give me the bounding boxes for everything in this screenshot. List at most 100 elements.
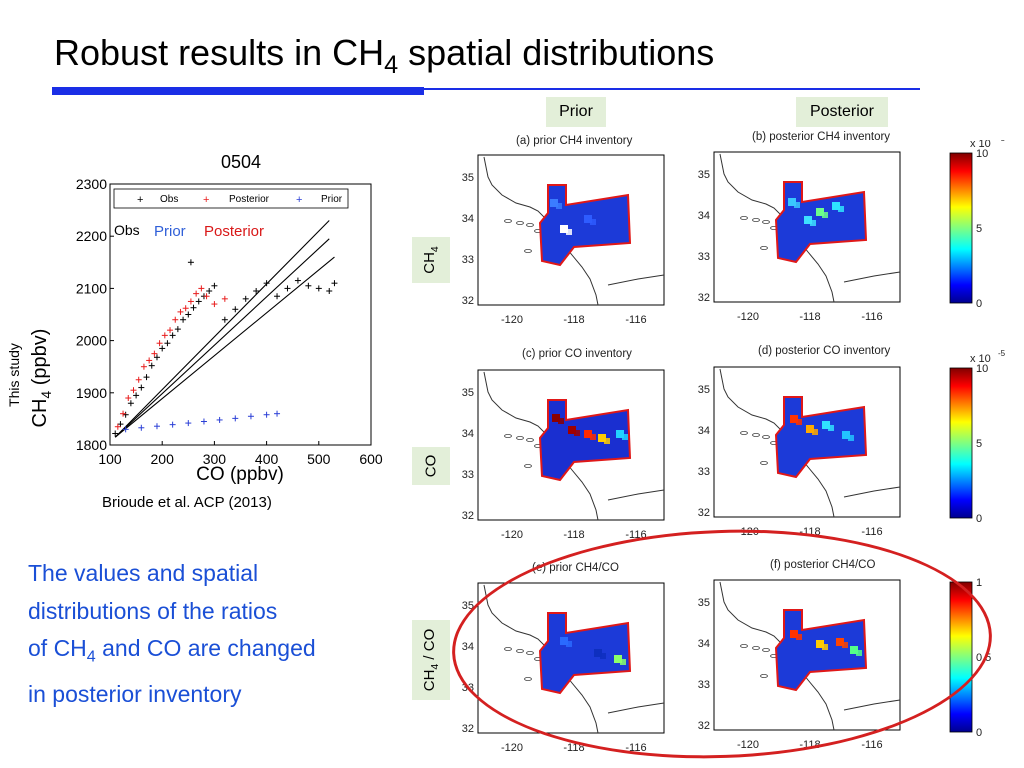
map-title-d: (d) posterior CO inventory	[758, 345, 891, 357]
point-posterior	[167, 327, 174, 334]
emission-hotspot	[794, 202, 800, 208]
state-border	[607, 489, 665, 501]
point-prior	[216, 416, 223, 423]
point-posterior	[130, 387, 137, 394]
state-border	[607, 702, 665, 714]
citation: Brioude et al. ACP (2013)	[102, 494, 272, 511]
island	[740, 216, 748, 221]
point-obs	[112, 430, 119, 437]
island	[752, 432, 760, 437]
legend-entry-prior: Prior	[321, 194, 343, 205]
map-y-tick-label: 32	[462, 723, 474, 735]
emission-hotspot	[790, 415, 798, 423]
y-tick-label: 2100	[76, 280, 107, 296]
colorbar-scale-label: x 10	[970, 140, 991, 150]
map-y-tick-label: 35	[698, 597, 710, 609]
map-panels: -120 -118 -116 35 34 33 32 -120 -118 -116 35 34 33 32…	[462, 140, 1006, 754]
row-label-ratio: CH4 / CO	[412, 620, 450, 700]
map-title-c: (c) prior CO inventory	[522, 348, 632, 360]
colorbar-tick-label: 1	[976, 577, 982, 589]
map-x-tick-label: -116	[861, 311, 882, 323]
map-x-tick-label: -120	[501, 529, 523, 541]
y-tick-label: 2000	[76, 333, 107, 349]
emission-hotspot	[822, 421, 830, 429]
point-posterior	[140, 363, 147, 370]
map-y-tick-label: 33	[698, 251, 710, 263]
map-y-tick-label: 35	[462, 387, 474, 399]
point-posterior	[135, 376, 142, 383]
colorbar-tick-label: 10	[976, 148, 988, 160]
point-obs	[232, 306, 239, 313]
scatter-chart: 0504 This study CH4 (ppbv) CO (ppbv) 100…	[6, 152, 383, 485]
point-posterior	[211, 301, 218, 308]
obs-fit-line	[114, 220, 330, 438]
emission-domain	[774, 609, 868, 692]
map-x-tick-label: -118	[799, 526, 820, 538]
emission-hotspot	[804, 216, 812, 224]
plot-frame	[109, 183, 372, 446]
map-title-f: (f) posterior CH4/CO	[770, 559, 876, 571]
point-obs	[305, 282, 312, 289]
emission-hotspot	[828, 425, 834, 431]
map-x-tick-label: -118	[799, 311, 820, 323]
map-y-tick-label: 35	[462, 600, 474, 612]
island	[762, 220, 770, 225]
point-posterior	[146, 357, 153, 364]
point-obs	[242, 295, 249, 302]
emission-hotspot	[848, 435, 854, 441]
legend-entry-obs: Obs	[160, 194, 178, 205]
emission-hotspot	[850, 646, 858, 654]
map-x-tick-label: -118	[563, 529, 584, 541]
map-panel-e: -120 -118 -116 35 34 33 32	[462, 582, 665, 754]
x-tick-label: 300	[203, 451, 227, 467]
island	[524, 463, 532, 468]
legend-marker-posterior: +	[203, 194, 209, 206]
point-posterior	[151, 350, 158, 357]
island	[524, 249, 532, 254]
emission-hotspot	[560, 225, 568, 233]
x-tick-label: 500	[307, 451, 331, 467]
inline-legend-obs: Obs	[114, 222, 140, 238]
map-y-tick-label: 34	[462, 641, 474, 653]
point-posterior	[182, 305, 189, 312]
map-y-tick-label: 33	[462, 682, 474, 694]
island	[762, 434, 770, 439]
colorbar-tick-label: 0	[976, 298, 982, 310]
emission-hotspot	[838, 206, 844, 212]
point-prior	[185, 420, 192, 427]
column-label-prior: Prior	[546, 97, 606, 127]
map-y-tick-label: 32	[462, 510, 474, 522]
axis-ticks: 100 200 300 400 500 600 1800 1900 2000 2100 2200 23…	[76, 176, 383, 467]
point-prior	[169, 421, 176, 428]
emission-hotspot	[550, 199, 558, 207]
point-obs	[122, 411, 129, 418]
map-y-tick-label: 34	[698, 638, 710, 650]
obs-fit-line	[114, 238, 330, 438]
x-tick-label: 600	[359, 451, 383, 467]
map-title-a: (a) prior CH4 inventory	[516, 135, 633, 147]
emission-hotspot	[616, 430, 624, 438]
map-y-tick-label: 32	[698, 720, 710, 732]
state-border	[607, 274, 665, 286]
x-tick-label: 400	[255, 451, 279, 467]
map-x-tick-label: -118	[563, 314, 584, 326]
emission-hotspot	[832, 202, 840, 210]
y-tick-label: 1900	[76, 385, 107, 401]
emission-hotspot	[620, 659, 626, 665]
y-axis-label: CH4 (ppbv)	[29, 329, 54, 428]
slide-title: Robust results in CH4 spatial distributi…	[54, 32, 715, 80]
y-tick-label: 2200	[76, 228, 107, 244]
island	[760, 674, 768, 679]
point-obs	[284, 285, 291, 292]
point-obs	[263, 280, 270, 287]
point-posterior	[177, 308, 184, 315]
emission-hotspot	[566, 641, 572, 647]
map-panel-d: -120 -118 -116 35 34 33 32	[698, 366, 901, 538]
colorbar-tick-label: 0.5	[976, 652, 991, 664]
island	[760, 246, 768, 251]
ratio-statement: The values and spatial distributions of …	[28, 560, 316, 708]
emission-hotspot	[836, 638, 844, 646]
emission-hotspot	[842, 642, 848, 648]
title-underline-thick	[52, 87, 424, 95]
point-obs	[153, 354, 160, 361]
